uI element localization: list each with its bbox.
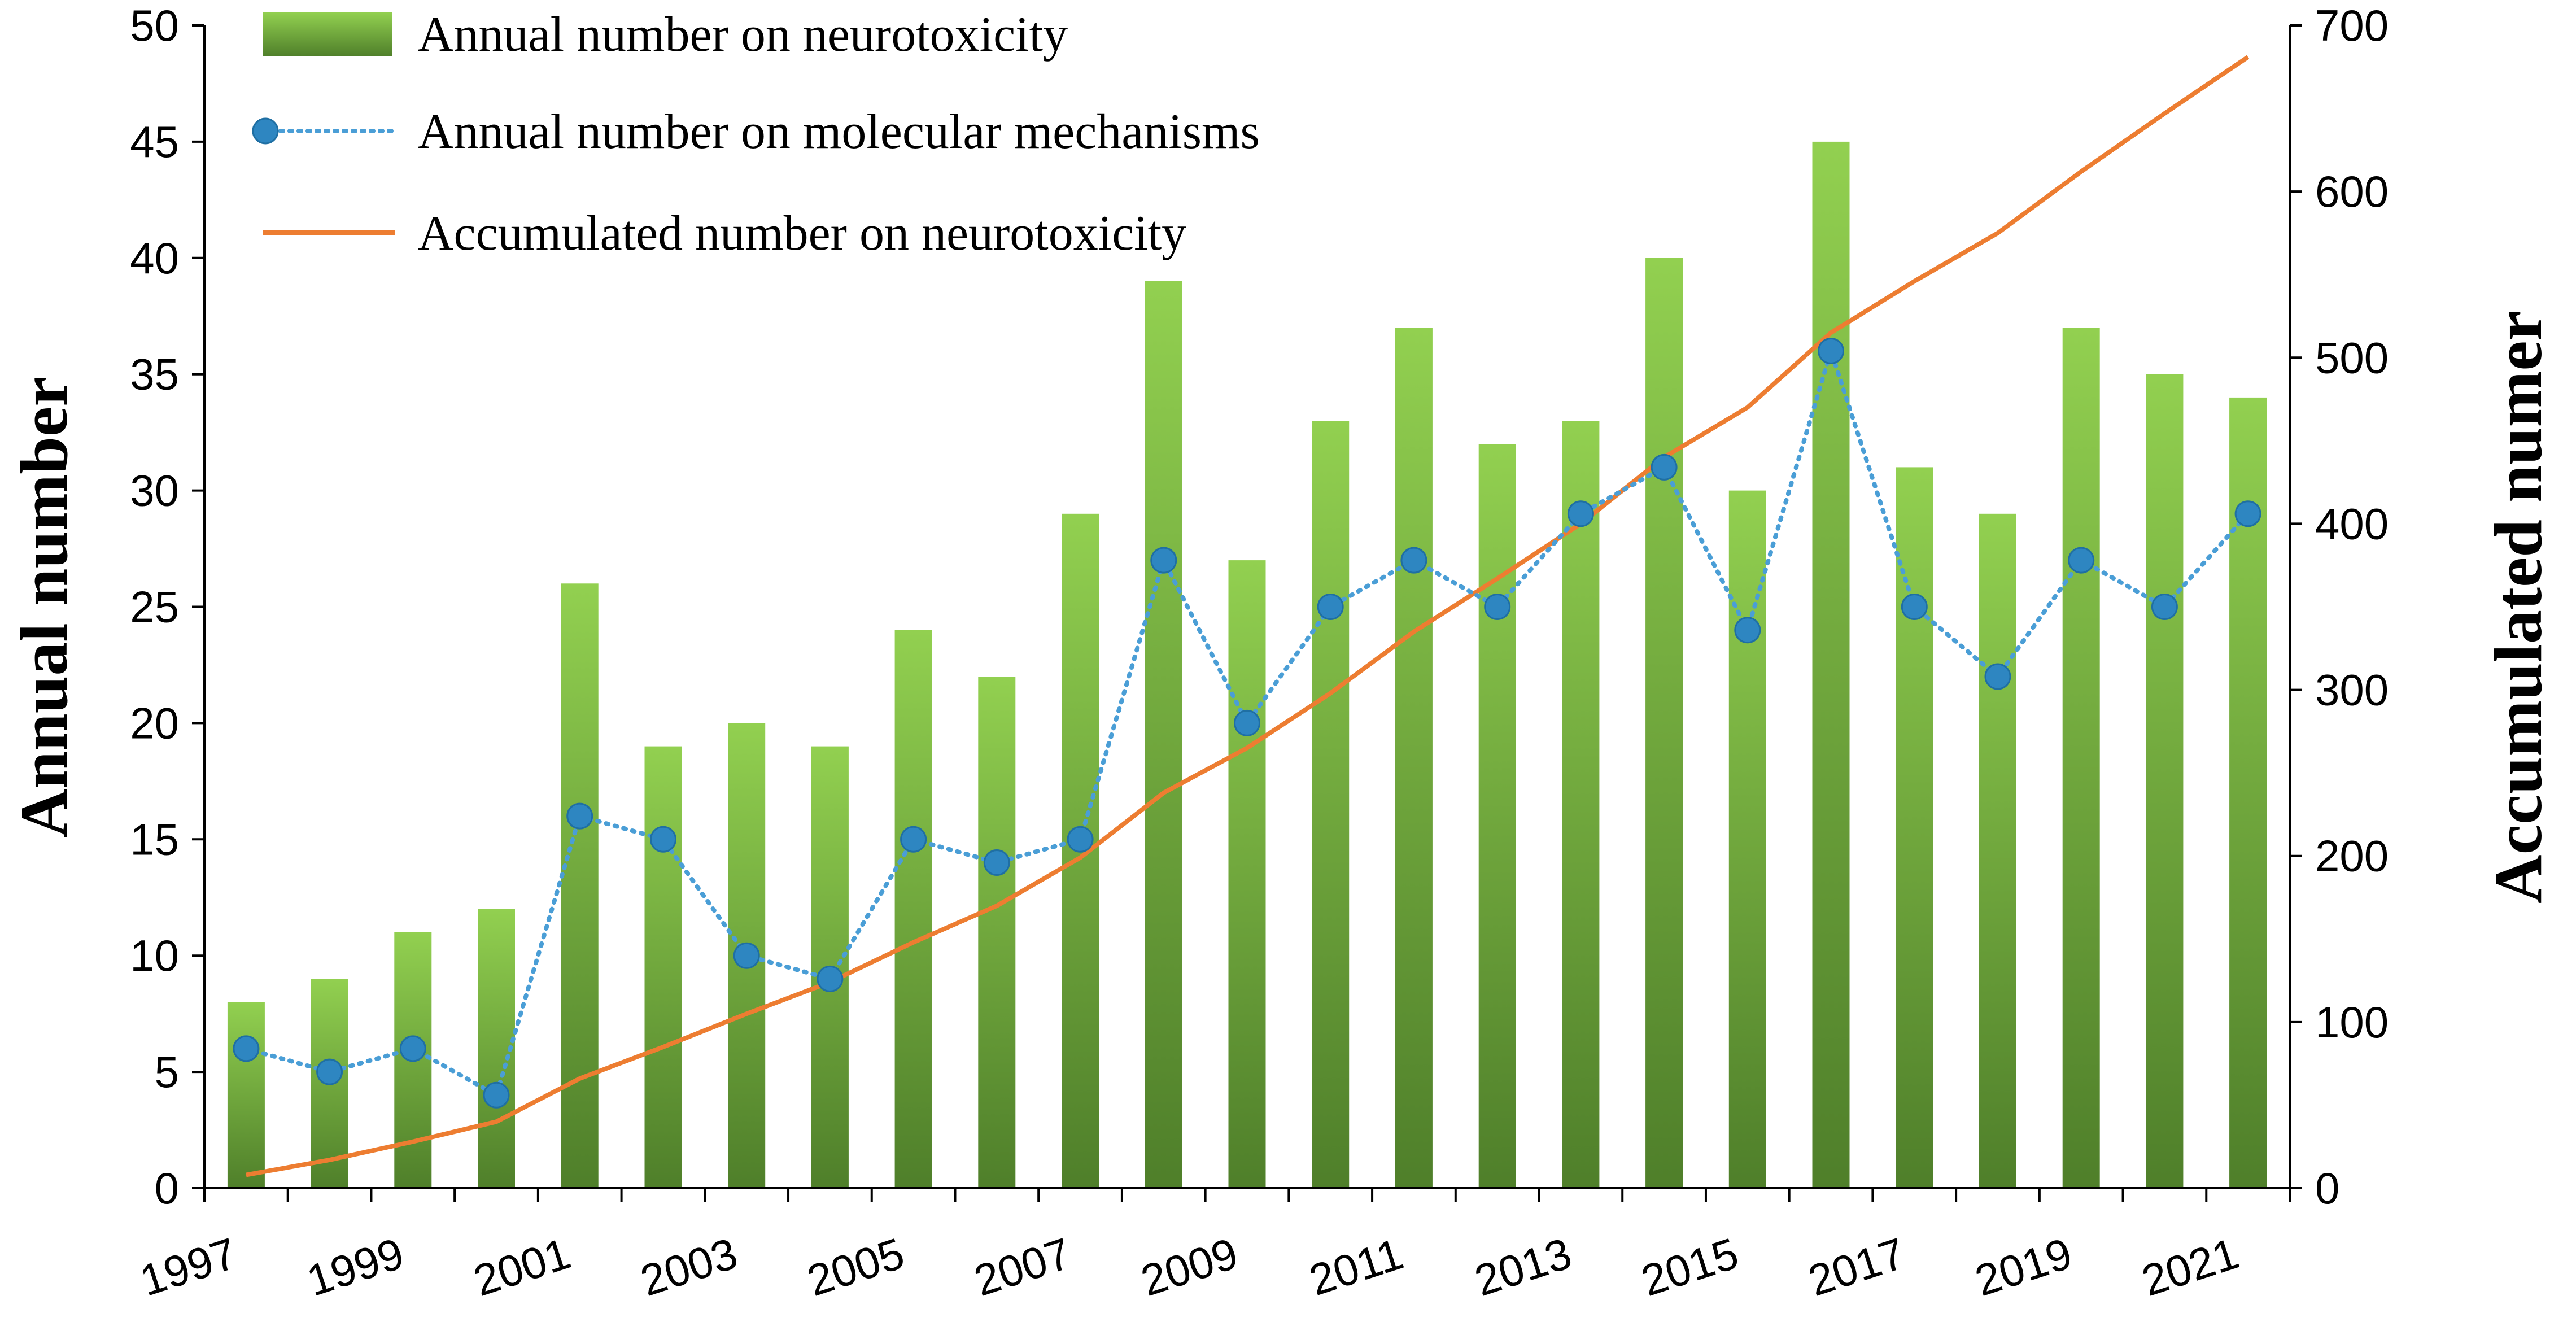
- y-tick-label-15: 15: [130, 814, 179, 864]
- bar-2002: [644, 746, 682, 1188]
- y2-tick-label-500: 500: [2315, 333, 2389, 382]
- mechanism-point-2001: [566, 802, 593, 830]
- bar-2008: [1145, 281, 1182, 1188]
- legend-label-accumulated-neurotoxicity: Accumulated number on neurotoxicity: [418, 206, 1186, 261]
- axes: [192, 24, 2302, 1202]
- mechanism-point-2017: [1901, 594, 1928, 620]
- x-tick-label-1999: 1999: [301, 1228, 409, 1306]
- bar-2001: [561, 583, 599, 1188]
- legend-marker-molecular-mechanisms: [252, 117, 279, 145]
- bar-2010: [1312, 421, 1350, 1188]
- mechanism-point-2009: [1234, 709, 1260, 736]
- mechanism-point-2008: [1150, 547, 1177, 574]
- mechanism-point-1999: [399, 1035, 426, 1062]
- mechanism-point-2015: [1734, 617, 1761, 644]
- bar-2020: [2146, 374, 2184, 1189]
- x-tick-label-2003: 2003: [635, 1228, 743, 1306]
- bar-2006: [978, 677, 1016, 1188]
- y-tick-label-40: 40: [130, 233, 179, 283]
- x-tick-label-1997: 1997: [134, 1228, 243, 1306]
- mechanism-point-2016: [1818, 338, 1844, 364]
- mechanism-point-2010: [1317, 594, 1344, 620]
- y2-axis-title: Accumulated numer: [2481, 311, 2556, 904]
- y-tick-label-45: 45: [130, 117, 179, 167]
- mechanism-point-2011: [1400, 547, 1427, 574]
- mechanism-point-2004: [817, 965, 844, 992]
- mechanism-point-2007: [1067, 826, 1094, 853]
- y-tick-label-20: 20: [130, 698, 179, 748]
- mechanism-point-2002: [650, 826, 676, 853]
- accumulated-series: [246, 55, 2250, 1177]
- mechanism-point-2013: [1567, 500, 1594, 527]
- y-tick-label-35: 35: [130, 350, 179, 399]
- x-tick-label-2009: 2009: [1135, 1228, 1243, 1306]
- legend-swatch-annual-neurotoxicity: [263, 12, 392, 56]
- y-tick-label-0: 0: [155, 1163, 179, 1213]
- mechanism-series: [233, 338, 2261, 1109]
- bar-series: [227, 141, 2267, 1189]
- y2-tick-label-400: 400: [2315, 499, 2389, 548]
- bar-2012: [1478, 444, 1516, 1189]
- x-tick-label-2011: 2011: [1303, 1229, 1409, 1306]
- mechanism-point-2019: [2068, 547, 2095, 574]
- y2-tick-label-300: 300: [2315, 665, 2389, 715]
- mechanism-point-2014: [1651, 453, 1678, 481]
- x-tick-label-2017: 2017: [1802, 1228, 1911, 1306]
- bar-2016: [1812, 141, 1850, 1188]
- y2-tick-label-100: 100: [2315, 997, 2389, 1047]
- x-tick-label-2019: 2019: [1969, 1228, 2077, 1306]
- y2-tick-label-700: 700: [2315, 1, 2389, 50]
- bar-2013: [1562, 421, 1600, 1188]
- bar-2011: [1395, 328, 1433, 1188]
- mechanism-point-2012: [1484, 594, 1511, 620]
- mechanism-point-1997: [233, 1035, 260, 1062]
- legend-label-molecular-mechanisms: Annual number on molecular mechanisms: [418, 104, 1260, 159]
- bar-2015: [1728, 490, 1766, 1188]
- bar-2014: [1645, 258, 1683, 1188]
- axis-titles: Annual number Accumulated numer: [6, 311, 2556, 904]
- y-axis-title: Annual number: [6, 377, 81, 838]
- mechanism-point-2003: [733, 942, 760, 969]
- mechanism-point-2005: [900, 826, 927, 853]
- y2-tick-label-600: 600: [2315, 167, 2389, 216]
- mechanism-point-2021: [2234, 500, 2261, 527]
- bar-2005: [894, 630, 932, 1188]
- mechanism-point-2018: [1984, 663, 2011, 690]
- y-tick-label-10: 10: [130, 931, 179, 980]
- x-tick-label-2015: 2015: [1636, 1228, 1744, 1306]
- mechanism-point-2006: [983, 849, 1010, 876]
- mechanism-point-2000: [483, 1081, 510, 1109]
- y2-tick-label-200: 200: [2315, 831, 2389, 881]
- bar-2018: [1979, 513, 2016, 1188]
- x-tick-label-2021: 2021: [2136, 1228, 2245, 1306]
- legend-label-annual-neurotoxicity: Annual number on neurotoxicity: [418, 7, 1068, 62]
- y-tick-label-30: 30: [130, 466, 179, 516]
- accumulated-line: [246, 55, 2250, 1177]
- y-tick-label-5: 5: [155, 1047, 179, 1097]
- y2-tick-label-0: 0: [2315, 1163, 2339, 1213]
- x-tick-label-2013: 2013: [1469, 1228, 1577, 1306]
- legend: Annual number on neurotoxicity Annual nu…: [252, 7, 1260, 261]
- bar-1997: [227, 1002, 265, 1188]
- y-tick-label-25: 25: [130, 582, 179, 632]
- bar-2017: [1896, 467, 1933, 1188]
- mechanism-point-1998: [316, 1058, 343, 1085]
- mechanism-point-2020: [2151, 594, 2178, 620]
- bar-2019: [2062, 328, 2100, 1188]
- y-tick-label-50: 50: [130, 1, 179, 50]
- bar-2009: [1228, 560, 1266, 1188]
- x-tick-label-2005: 2005: [801, 1228, 910, 1306]
- x-tick-label-2007: 2007: [968, 1228, 1077, 1306]
- x-tick-label-2001: 2001: [468, 1228, 576, 1306]
